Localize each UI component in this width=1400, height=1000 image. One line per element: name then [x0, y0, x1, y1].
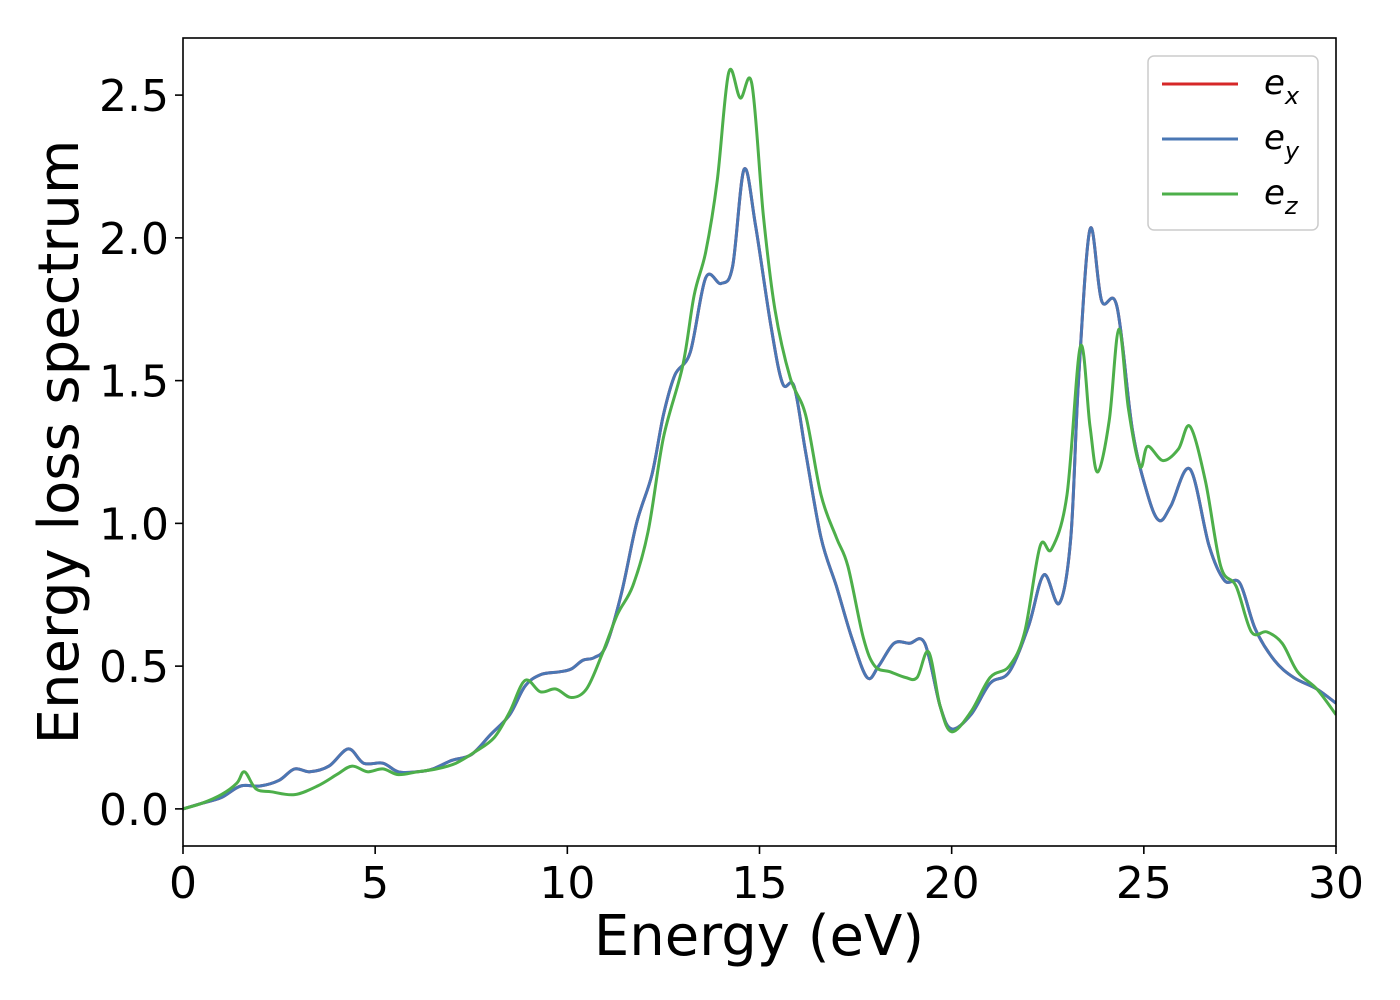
legend-label-base: e: [1264, 118, 1285, 158]
y-tick-label: 0.5: [99, 642, 169, 693]
legend-label-subscript: x: [1284, 82, 1300, 110]
x-tick-label: 25: [1116, 858, 1172, 909]
legend-label-base: e: [1264, 173, 1285, 213]
x-tick-label: 10: [539, 858, 595, 909]
y-axis: 0.0 0.5 1.0 1.5 2.0 2.5: [99, 71, 183, 836]
y-tick-label: 1.0: [99, 499, 169, 550]
y-axis-label: Energy loss spectrum: [27, 140, 92, 745]
legend-label-base: e: [1264, 63, 1285, 103]
y-tick-label: 0.0: [99, 785, 169, 836]
y-tick-label: 1.5: [99, 357, 169, 408]
x-tick-label: 20: [924, 858, 980, 909]
x-tick-label: 0: [169, 858, 197, 909]
series-layer: [183, 67, 1336, 811]
legend-box: [1147, 55, 1319, 231]
y-tick-label: 2.5: [99, 71, 169, 122]
y-tick-label: 2.0: [99, 214, 169, 265]
x-tick-label: 30: [1308, 858, 1364, 909]
legend-label: ey: [1264, 118, 1300, 165]
series-line-ez: [183, 67, 1336, 811]
x-tick-label: 15: [732, 858, 788, 909]
legend-label-subscript: y: [1284, 137, 1300, 165]
x-tick-label: 5: [361, 858, 389, 909]
legend-label: ez: [1264, 173, 1299, 220]
x-axis-label: Energy (eV): [594, 904, 924, 969]
legend-label: ex: [1264, 63, 1300, 110]
x-axis: 0 5 10 15 20 25 30: [169, 846, 1364, 909]
legend-label-subscript: z: [1284, 192, 1299, 220]
